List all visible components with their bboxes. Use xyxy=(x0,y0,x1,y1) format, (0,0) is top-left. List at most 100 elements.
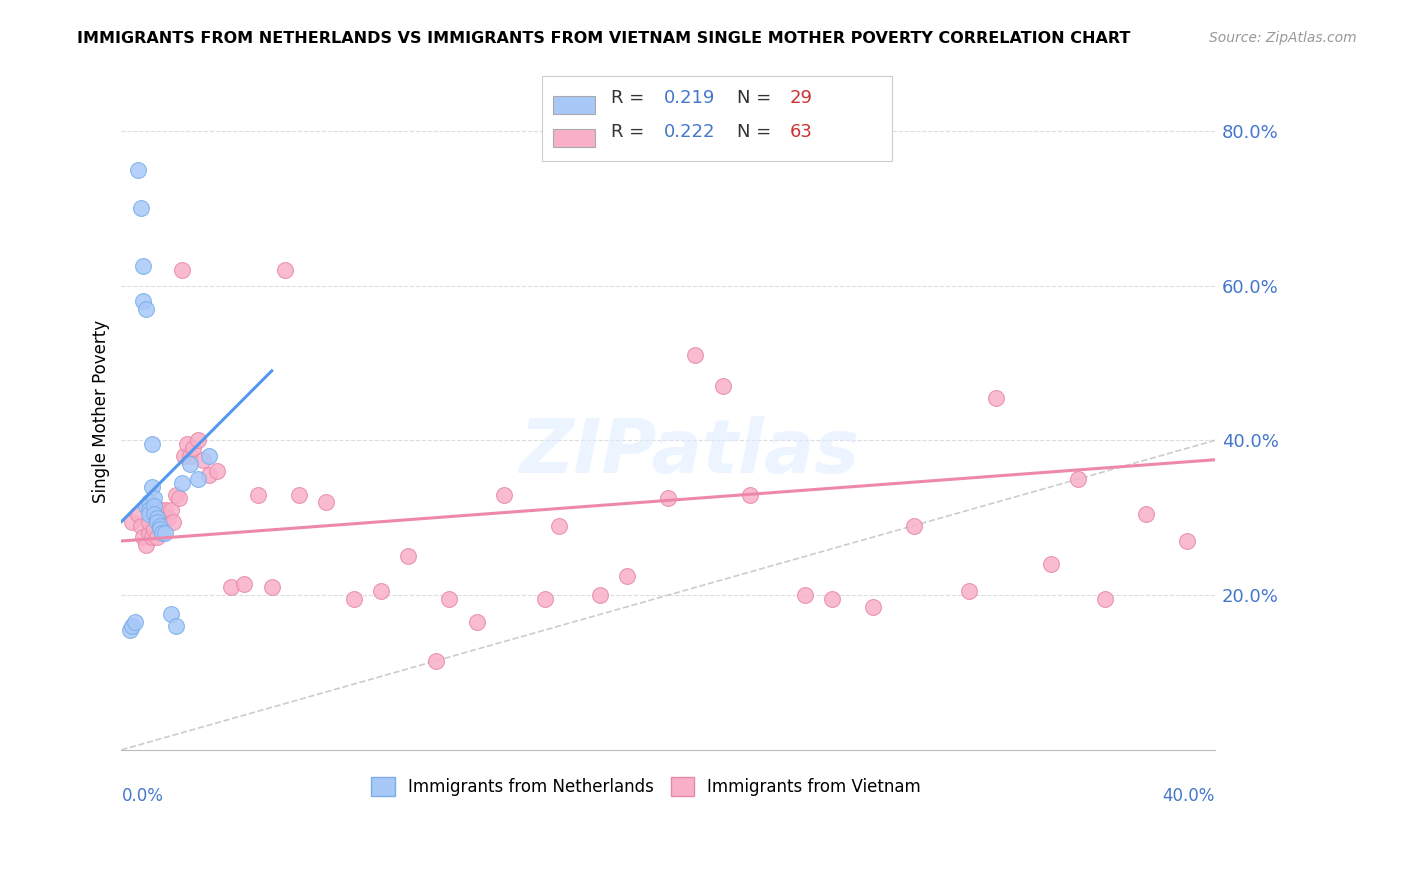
Point xyxy=(132,260,155,274)
Point xyxy=(127,162,149,177)
Text: R =: R = xyxy=(612,123,650,141)
Point xyxy=(146,503,169,517)
Point xyxy=(233,576,256,591)
Text: 0.219: 0.219 xyxy=(664,89,716,107)
Point xyxy=(425,654,447,668)
Point xyxy=(494,487,516,501)
Text: 63: 63 xyxy=(789,123,813,141)
Point xyxy=(141,480,163,494)
Text: N =: N = xyxy=(737,89,778,107)
Point xyxy=(984,391,1007,405)
Point xyxy=(862,599,884,614)
FancyBboxPatch shape xyxy=(543,77,893,161)
Point xyxy=(165,619,187,633)
Point xyxy=(198,468,221,483)
Point xyxy=(141,530,163,544)
FancyBboxPatch shape xyxy=(554,95,595,113)
Point xyxy=(152,526,174,541)
Point xyxy=(129,518,152,533)
Point xyxy=(176,437,198,451)
Point xyxy=(159,607,181,622)
Point xyxy=(138,503,160,517)
Point xyxy=(143,522,166,536)
Point xyxy=(260,581,283,595)
Point xyxy=(315,495,337,509)
Point xyxy=(288,487,311,501)
Point xyxy=(138,495,160,509)
Point xyxy=(170,475,193,490)
Point xyxy=(143,507,166,521)
Point xyxy=(1135,507,1157,521)
Point xyxy=(152,515,174,529)
Text: 29: 29 xyxy=(789,89,813,107)
Y-axis label: Single Mother Poverty: Single Mother Poverty xyxy=(93,320,110,503)
Point xyxy=(156,510,179,524)
Point xyxy=(135,499,157,513)
Point xyxy=(439,592,461,607)
Text: N =: N = xyxy=(737,123,778,141)
Point xyxy=(903,518,925,533)
Point xyxy=(173,449,195,463)
Text: 0.0%: 0.0% xyxy=(121,787,163,805)
Point xyxy=(149,518,172,533)
Point xyxy=(187,472,209,486)
Point xyxy=(143,491,166,506)
Point xyxy=(149,515,172,529)
Point xyxy=(343,592,366,607)
Point xyxy=(118,623,141,637)
Point xyxy=(465,615,488,630)
Point xyxy=(143,499,166,513)
Point xyxy=(274,263,297,277)
Point xyxy=(957,584,980,599)
Point xyxy=(135,301,157,316)
Point xyxy=(170,263,193,277)
Point xyxy=(179,457,201,471)
Point xyxy=(657,491,679,506)
Point xyxy=(135,538,157,552)
Point xyxy=(146,515,169,529)
Point xyxy=(547,518,569,533)
Point xyxy=(167,491,190,506)
Point xyxy=(121,515,143,529)
Text: 40.0%: 40.0% xyxy=(1163,787,1215,805)
Point xyxy=(616,569,638,583)
Point xyxy=(153,503,176,517)
Point xyxy=(738,487,761,501)
Text: Source: ZipAtlas.com: Source: ZipAtlas.com xyxy=(1209,31,1357,45)
Point xyxy=(793,588,815,602)
Point xyxy=(121,619,143,633)
Point xyxy=(1067,472,1090,486)
Point xyxy=(370,584,392,599)
Point xyxy=(179,449,201,463)
Point xyxy=(162,515,184,529)
Point xyxy=(132,294,155,309)
Point xyxy=(146,510,169,524)
Point xyxy=(165,487,187,501)
Point xyxy=(143,507,166,521)
Point xyxy=(685,348,707,362)
Point xyxy=(1177,533,1199,548)
Point xyxy=(181,441,204,455)
Text: ZIPatlas: ZIPatlas xyxy=(520,416,860,489)
Point xyxy=(149,522,172,536)
Point xyxy=(1039,558,1062,572)
Point xyxy=(711,379,734,393)
Point xyxy=(159,503,181,517)
Point xyxy=(187,434,209,448)
Point xyxy=(138,515,160,529)
Point xyxy=(205,464,228,478)
Point xyxy=(138,526,160,541)
Point xyxy=(153,526,176,541)
Point xyxy=(247,487,270,501)
Point xyxy=(396,549,419,564)
Point xyxy=(589,588,612,602)
Point xyxy=(127,507,149,521)
Point xyxy=(141,437,163,451)
Text: R =: R = xyxy=(612,89,650,107)
Point xyxy=(138,507,160,521)
Point xyxy=(821,592,844,607)
Point xyxy=(132,530,155,544)
Point xyxy=(219,581,242,595)
Point xyxy=(1094,592,1116,607)
Point xyxy=(193,452,215,467)
